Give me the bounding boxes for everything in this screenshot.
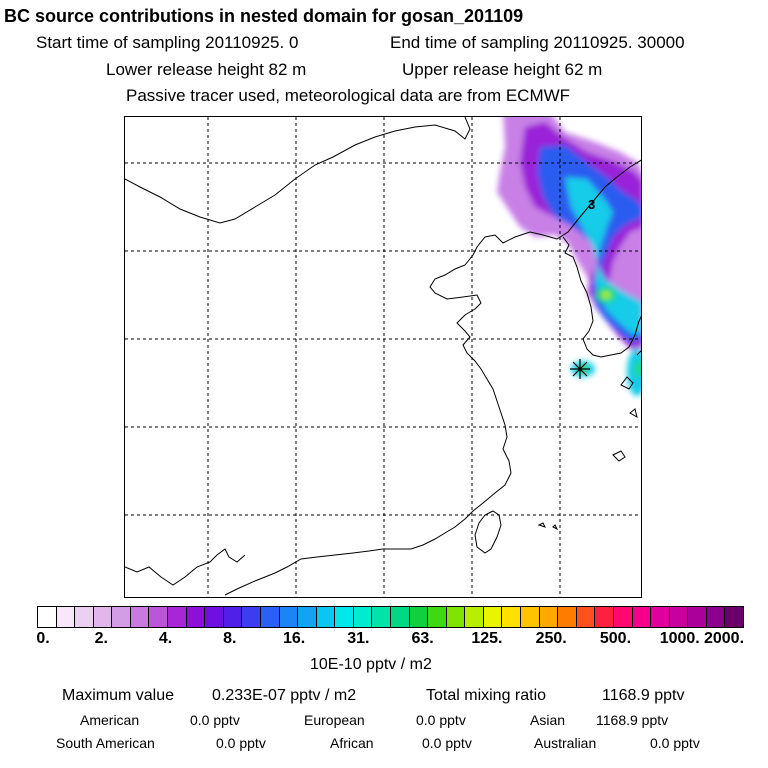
source-name-asian: Asian xyxy=(530,712,566,728)
plot-title: BC source contributions in nested domain… xyxy=(4,6,524,26)
colorbar-swatch xyxy=(112,607,131,627)
western-frontier xyxy=(125,548,246,586)
colorbar-swatch xyxy=(316,607,336,627)
source-value-australian: 0.0 pptv xyxy=(650,735,700,751)
map-panel: 3 xyxy=(124,116,642,598)
colorbar-swatch xyxy=(205,607,224,627)
plume-east-core xyxy=(635,361,641,377)
source-value-asian: 1168.9 pptv xyxy=(596,712,669,728)
source-name-european: European xyxy=(304,712,365,728)
source-value-south-american: 0.0 pptv xyxy=(216,735,266,751)
max-value: 0.233E-07 pptv / m2 xyxy=(212,687,357,704)
plume-yellow-core xyxy=(602,292,610,298)
colorbar-swatch xyxy=(93,607,113,627)
colorbar-swatch xyxy=(279,607,299,627)
colorbar-units: 10E-10 pptv / m2 xyxy=(310,656,432,673)
colorbar-swatch xyxy=(632,607,652,627)
islands xyxy=(537,522,559,531)
colorbar-swatch xyxy=(149,607,169,627)
colorbar-swatch xyxy=(688,607,707,627)
map-canvas: 3 xyxy=(125,117,641,597)
northern-border xyxy=(125,117,471,224)
colorbar-swatch xyxy=(725,607,743,627)
coast-bohai-west xyxy=(224,159,641,596)
total-mixing-label: Total mixing ratio xyxy=(426,687,547,704)
colorbar-swatch xyxy=(558,607,577,627)
contour-label: 3 xyxy=(588,197,595,212)
colorbar-swatch xyxy=(130,607,150,627)
colorbar-swatch xyxy=(613,607,633,627)
colorbar-swatch xyxy=(335,607,354,627)
colorbar-swatch xyxy=(539,607,559,627)
colorbar-swatch xyxy=(56,607,76,627)
colorbar-swatch xyxy=(353,607,373,627)
source-name-american: American xyxy=(80,712,140,728)
source-value-european: 0.0 pptv xyxy=(416,712,466,728)
colorbar-swatch xyxy=(409,607,429,627)
colorbar-swatch xyxy=(428,607,447,627)
colorbar-tick-label: 1000. xyxy=(659,630,700,647)
colorbar-swatch xyxy=(242,607,261,627)
colorbar xyxy=(37,606,744,628)
coastlines xyxy=(125,117,641,596)
plume-cyan-band xyxy=(565,177,641,335)
colorbar-swatch xyxy=(186,607,206,627)
max-value-label: Maximum value xyxy=(62,687,175,704)
colorbar-swatch xyxy=(298,607,317,627)
colorbar-swatch xyxy=(465,607,484,627)
colorbar-tick-label: 4. xyxy=(158,630,173,647)
colorbar-tick-label: 0. xyxy=(36,630,50,647)
sampling-end-time: End time of sampling 20110925. 30000 xyxy=(390,33,685,52)
concentration-plume xyxy=(497,117,641,396)
source-value-african: 0.0 pptv xyxy=(422,735,472,751)
sampling-start-time: Start time of sampling 20110925. 0 xyxy=(36,33,299,52)
colorbar-swatch xyxy=(483,607,503,627)
colorbar-tick-label: 500. xyxy=(599,630,632,647)
colorbar-swatch xyxy=(75,607,94,627)
colorbar-swatch xyxy=(521,607,540,627)
lat-lon-grid xyxy=(125,117,641,597)
upper-release-height: Upper release height 62 m xyxy=(402,60,603,79)
korean-peninsula xyxy=(562,236,641,358)
plume-blue-band xyxy=(537,145,641,343)
lower-release-height: Lower release height 82 m xyxy=(106,60,307,79)
tracer-info: Passive tracer used, meteorological data… xyxy=(126,86,571,105)
colorbar-tick-label: 16. xyxy=(282,630,306,647)
receptor-marker xyxy=(570,359,590,379)
source-name-african: African xyxy=(330,735,374,751)
colorbar-swatch xyxy=(390,607,410,627)
colorbar-swatch xyxy=(446,607,466,627)
colorbar-tick-label: 63. xyxy=(411,630,434,647)
colorbar-swatch xyxy=(168,607,187,627)
source-value-american: 0.0 pptv xyxy=(190,712,240,728)
plume-east-patch xyxy=(627,348,641,396)
colorbar-tick-label: 8. xyxy=(223,630,237,647)
colorbar-swatch xyxy=(595,607,614,627)
source-name-australian: Australian xyxy=(534,735,597,751)
colorbar-swatch xyxy=(372,607,391,627)
colorbar-swatch xyxy=(38,607,57,627)
japan-coast xyxy=(612,350,641,462)
colorbar-swatch xyxy=(669,607,689,627)
colorbar-tick-label: 2000. xyxy=(703,630,745,647)
colorbar-swatch xyxy=(576,607,596,627)
colorbar-swatch xyxy=(651,607,670,627)
colorbar-swatch xyxy=(260,607,280,627)
colorbar-tick-label: 31. xyxy=(347,630,370,647)
colorbar-tick-label: 250. xyxy=(535,630,567,647)
colorbar-swatch xyxy=(502,607,522,627)
colorbar-swatch xyxy=(223,607,243,627)
colorbar-swatch xyxy=(706,607,726,627)
colorbar-tick-label: 125. xyxy=(471,630,503,647)
colorbar-tick-label: 2. xyxy=(94,630,108,647)
taiwan xyxy=(474,510,502,554)
total-mixing-value: 1168.9 pptv xyxy=(602,687,685,704)
source-name-south-american: South American xyxy=(56,735,155,751)
